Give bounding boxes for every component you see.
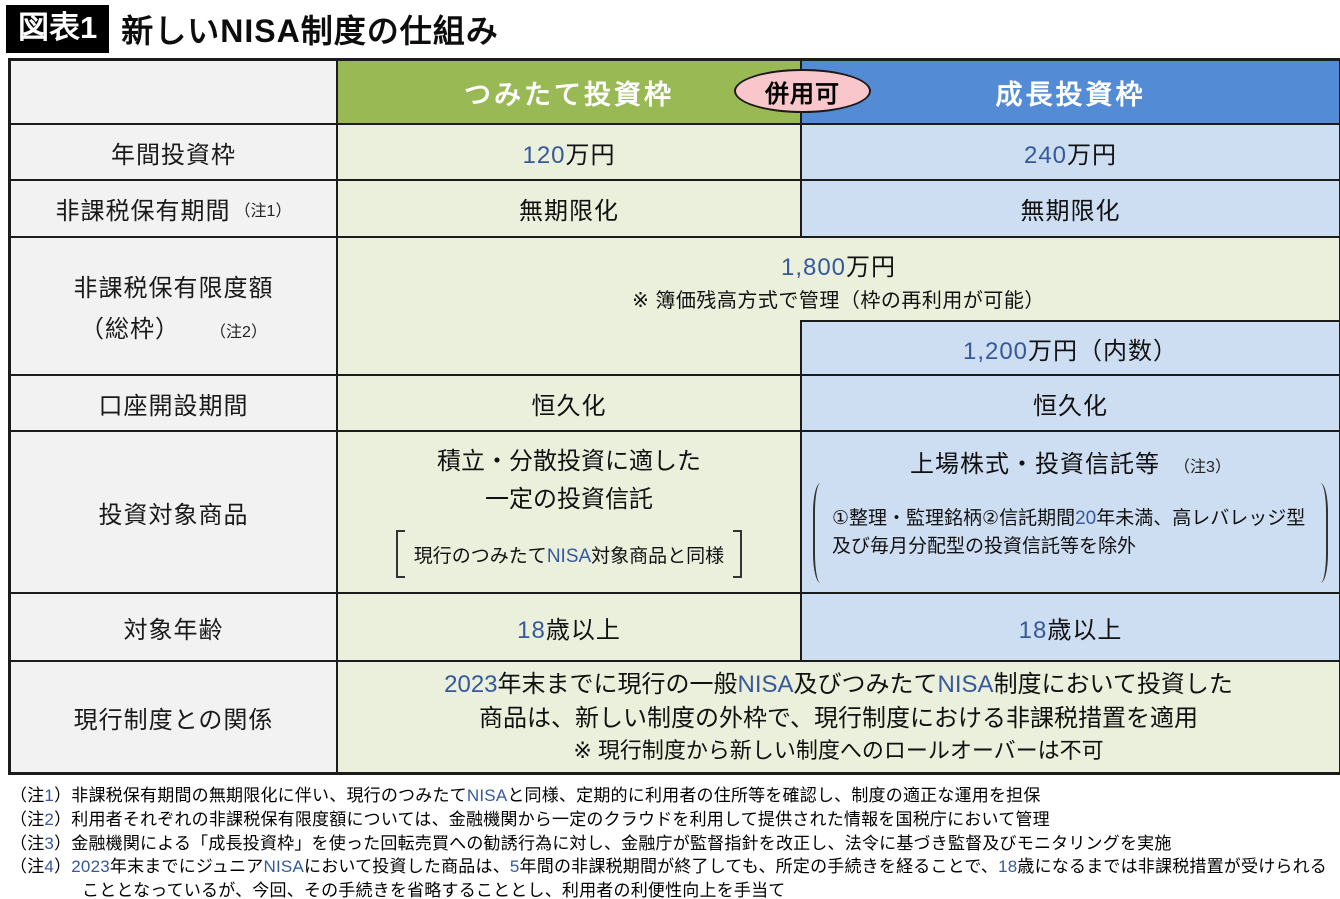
limit-total-value: 1,800万円 (780, 254, 897, 281)
age-tsumitate-value: 18歳以上 (517, 616, 621, 644)
nisa-table-wrap: 併用可 つみたて投資枠 成長投資枠 年間投資枠 120万円 240万円 (8, 58, 1340, 775)
limit-seicho-subcell: 1,200万円（内数） (800, 320, 1339, 374)
products-tsumitate-bracket: 現行のつみたてNISA対象商品と同様 (395, 530, 743, 579)
products-seicho-paren: ①整理・監理銘柄②信託期間20年未満、高レバレッジ型及び毎月分配型の投資信託等を… (813, 483, 1328, 583)
annual-seicho-value: 240万円 (1023, 141, 1118, 169)
left-paren-shape (813, 483, 828, 583)
row-relation-label-cell: 現行制度との関係 (11, 662, 336, 772)
row-age-label: 対象年齢 (123, 616, 224, 644)
footnote-2: （注2）利用者それぞれの非課税保有限度額については、金融機関から一定のクラウドを… (10, 809, 1050, 829)
header-seicho: 成長投資枠 (802, 61, 1339, 123)
row-account-seicho: 恒久化 (802, 376, 1339, 430)
combined-use-label: 併用可 (765, 80, 840, 108)
row-limit-noteref: （注2） (210, 324, 267, 341)
row-products-tsumitate: 積立・分散投資に適した 一定の投資信託 現行のつみたてNISA対象商品と同様 (338, 432, 800, 592)
figure-number-badge: 図表1 (6, 5, 110, 53)
limit-seicho-value: 1,200万円（内数） (962, 337, 1179, 365)
period-seicho-value: 無期限化 (1020, 198, 1121, 225)
header-tsumitate-label: つみたて投資枠 (464, 79, 674, 110)
products-seicho-title: 上場株式・投資信託等 (910, 451, 1161, 478)
period-tsumitate-value: 無期限化 (519, 198, 619, 225)
row-age-seicho: 18歳以上 (802, 594, 1339, 660)
header-empty-cell (11, 61, 336, 123)
products-tsumitate-bracket-text: 現行のつみたてNISA対象商品と同様 (413, 545, 725, 567)
age-seicho-value: 18歳以上 (1018, 616, 1123, 644)
row-products-seicho: 上場株式・投資信託等 （注3） ①整理・監理銘柄②信託期間20年未満、高レバレッ… (802, 432, 1339, 592)
figure-title-row: 図表1 新しいNISA制度の仕組み (0, 0, 1340, 58)
row-limit-label-cell: 非課税保有限度額 （総枠） （注2） (11, 238, 336, 374)
relation-rollover-note: ※ 現行制度から新しい制度へのロールオーバーは不可 (573, 737, 1104, 763)
right-paren-shape (1313, 483, 1328, 583)
footnote-3: （注3）金融機関による「成長投資枠」を使った回転売買への勧誘行為に対し、金融庁が… (10, 833, 1172, 853)
row-limit-label-line2: （総枠） (80, 316, 181, 343)
header-tsumitate: つみたて投資枠 (338, 61, 800, 123)
left-bracket-shape (395, 530, 405, 579)
row-products-label-cell: 投資対象商品 (11, 432, 336, 592)
header-seicho-label: 成長投資枠 (995, 79, 1146, 110)
row-annual-tsumitate: 120万円 (338, 125, 800, 179)
row-limit-merged-cell: 1,800万円 ※ 簿価残高方式で管理（枠の再利用が可能） 1,200万円（内数… (338, 238, 1339, 374)
row-annual-label: 年間投資枠 (111, 141, 236, 169)
annual-tsumitate-value: 120万円 (522, 141, 616, 169)
row-account-label-cell: 口座開設期間 (11, 376, 336, 430)
row-relation-merged-cell: 2023年末までに現行の一般NISA及びつみたてNISA制度において投資した 商… (338, 662, 1339, 772)
right-bracket-shape (733, 530, 743, 579)
row-relation-label: 現行制度との関係 (73, 706, 274, 734)
row-period-label-cell: 非課税保有期間 （注1） (11, 181, 336, 236)
footnote-4: （注4）2023年末までにジュニアNISAにおいて投資した商品は、5年間の非課税… (10, 857, 1328, 899)
figure-title: 新しいNISA制度の仕組み (121, 13, 499, 49)
products-seicho-exclusions: ①整理・監理銘柄②信託期間20年未満、高レバレッジ型及び毎月分配型の投資信託等を… (832, 508, 1306, 557)
relation-line2: 商品は、新しい制度の外枠で、現行制度における非課税措置を適用 (478, 704, 1199, 732)
products-tsumitate-line1: 積立・分散投資に適した (437, 447, 701, 475)
footnote-1: （注1）非課税保有期間の無期限化に伴い、現行のつみたてNISAと同様、定期的に利… (10, 786, 1041, 805)
row-account-tsumitate: 恒久化 (338, 376, 800, 430)
limit-management-note: ※ 簿価残高方式で管理（枠の再利用が可能） (632, 290, 1045, 312)
account-tsumitate-value: 恒久化 (531, 392, 607, 420)
relation-line1: 2023年末までに現行の一般NISA及びつみたてNISA制度において投資した (444, 670, 1233, 698)
row-period-seicho: 無期限化 (802, 181, 1339, 236)
combined-use-badge: 併用可 (734, 69, 871, 113)
row-products-label: 投資対象商品 (98, 501, 249, 529)
products-tsumitate-line2: 一定の投資信託 (485, 486, 653, 513)
row-period-label: 非課税保有期間 (55, 198, 231, 225)
row-annual-label-cell: 年間投資枠 (11, 125, 336, 179)
products-seicho-noteref: （注3） (1174, 459, 1231, 476)
row-account-label: 口座開設期間 (98, 392, 249, 420)
footnotes: （注1）非課税保有期間の無期限化に伴い、現行のつみたてNISAと同様、定期的に利… (10, 784, 1335, 899)
row-period-tsumitate: 無期限化 (338, 181, 800, 236)
row-period-noteref: （注1） (234, 202, 292, 220)
row-age-tsumitate: 18歳以上 (338, 594, 800, 660)
row-annual-seicho: 240万円 (802, 125, 1339, 179)
row-age-label-cell: 対象年齢 (11, 594, 336, 660)
row-limit-label-line1: 非課税保有限度額 (73, 275, 274, 302)
nisa-table: つみたて投資枠 成長投資枠 年間投資枠 120万円 240万円 非課税保有期間 … (8, 58, 1340, 775)
account-seicho-value: 恒久化 (1033, 392, 1108, 420)
